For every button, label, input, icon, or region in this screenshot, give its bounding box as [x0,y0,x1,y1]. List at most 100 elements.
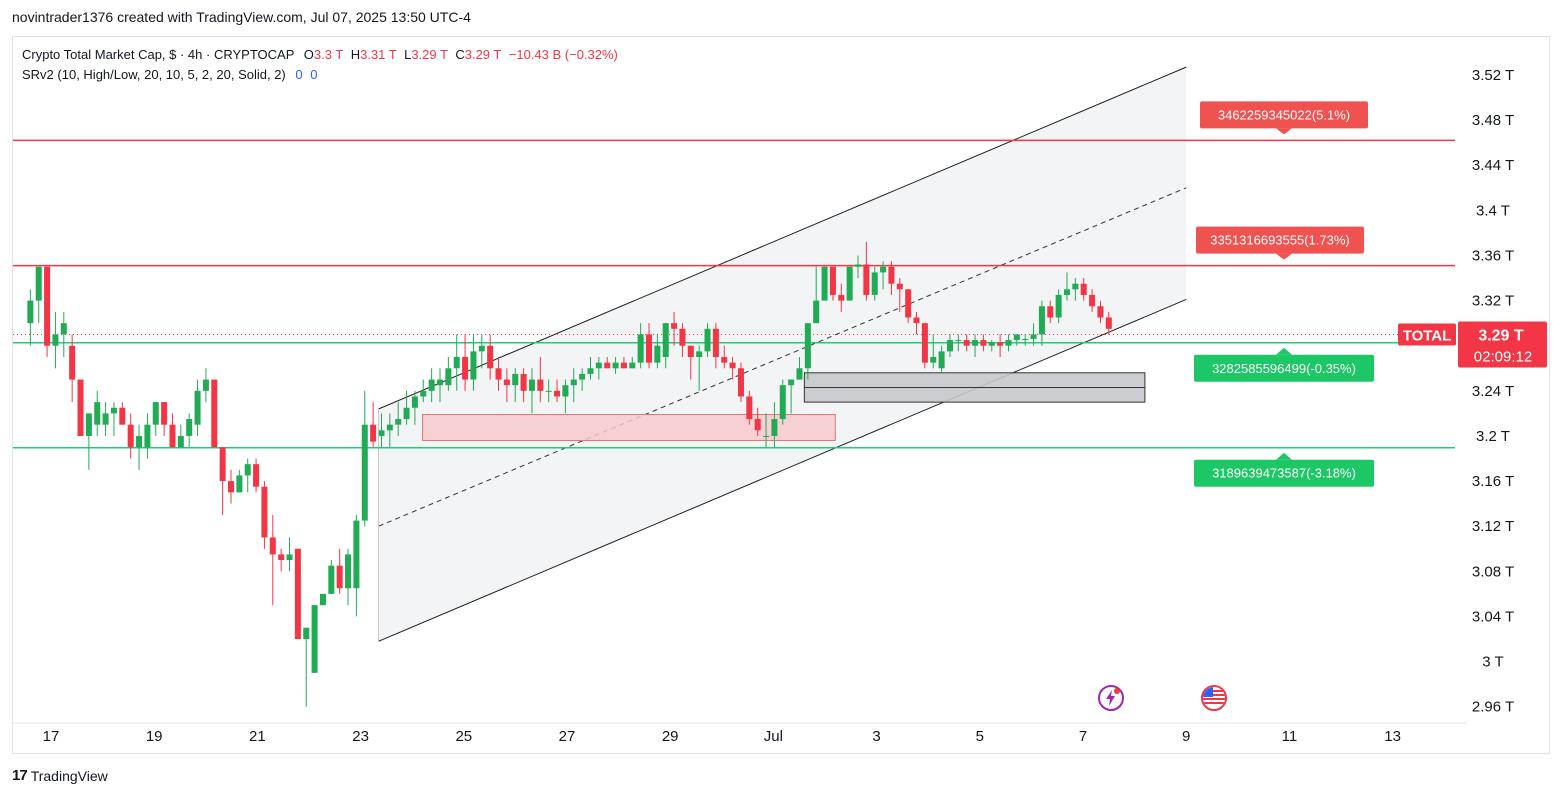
candle[interactable] [1038,300,1045,346]
candle[interactable] [487,334,494,380]
candle[interactable] [804,323,811,380]
candle[interactable] [227,469,235,504]
last-price-tag[interactable]: 3.29 T 02:09:12 [1458,321,1547,368]
candle[interactable] [69,334,76,403]
candle[interactable] [579,368,586,391]
candle[interactable] [737,362,744,403]
candle[interactable] [520,368,527,403]
candle[interactable] [863,241,870,301]
candle[interactable] [562,379,569,414]
candle[interactable] [462,334,469,391]
candle[interactable] [236,469,243,493]
candle[interactable] [244,458,251,493]
candle[interactable] [788,379,795,414]
candle[interactable] [119,402,126,425]
candle[interactable] [921,323,928,369]
candle[interactable] [303,627,310,707]
candle[interactable] [846,266,853,301]
candle[interactable] [880,261,887,290]
candle[interactable] [202,368,209,403]
candle[interactable] [453,334,460,391]
candle[interactable] [537,357,544,403]
candle[interactable] [662,323,669,369]
candle[interactable] [587,357,594,380]
candle[interactable] [470,334,477,391]
candle[interactable] [1055,289,1062,324]
candle[interactable] [503,368,510,403]
candle[interactable] [353,514,360,617]
candle[interactable] [595,357,602,380]
candle[interactable] [110,402,117,436]
legend-symbol[interactable]: Crypto Total Market Cap, $ · 4h · CRYPTO… [22,47,295,62]
candle[interactable] [60,311,67,357]
candle[interactable] [136,424,143,470]
candle[interactable] [988,340,995,352]
candle[interactable] [1072,278,1079,301]
candle[interactable] [963,334,970,352]
candle[interactable] [930,334,937,369]
candle[interactable] [796,357,803,380]
candle[interactable] [152,402,159,436]
us-flag-event-icon[interactable] [1201,685,1227,711]
candle[interactable] [420,379,427,403]
channel-lower-line[interactable] [378,299,1187,642]
candle[interactable] [411,390,418,425]
candle[interactable] [44,266,51,357]
lightning-icon[interactable] [1098,685,1124,711]
candle[interactable] [77,379,84,436]
candle[interactable] [645,323,653,369]
candle[interactable] [771,402,778,448]
candle[interactable] [278,548,285,572]
candle[interactable] [913,311,920,335]
candle[interactable] [813,266,820,324]
candle[interactable] [654,334,661,369]
candle[interactable] [1030,323,1037,346]
candle[interactable] [1005,334,1012,352]
candle[interactable] [386,413,393,448]
last-price-symbol-tag[interactable]: TOTAL [1398,323,1456,346]
candle[interactable] [1047,300,1054,324]
candle[interactable] [512,368,519,403]
candle[interactable] [687,345,694,380]
candle[interactable] [955,334,962,352]
candle[interactable] [528,368,535,414]
candle[interactable] [403,390,410,425]
candle[interactable] [219,447,226,515]
candle[interactable] [144,413,151,459]
candle[interactable] [211,379,218,448]
candle[interactable] [478,334,485,369]
candle[interactable] [763,413,770,448]
candle[interactable] [127,413,134,459]
candle[interactable] [972,334,979,357]
candle[interactable] [612,357,619,374]
candle[interactable] [629,357,636,369]
candle[interactable] [361,390,368,527]
candle[interactable] [35,266,42,324]
candle[interactable] [746,390,753,425]
candle[interactable] [1105,311,1112,335]
candle[interactable] [637,323,644,369]
candle[interactable] [696,345,703,391]
candle[interactable] [27,289,34,346]
candle[interactable] [319,593,326,606]
candle[interactable] [253,458,260,493]
candle[interactable] [838,283,845,312]
candle[interactable] [721,345,728,369]
candle[interactable] [1089,289,1096,312]
candle[interactable] [85,413,92,470]
candle[interactable] [311,605,318,673]
candle[interactable] [671,311,678,346]
candle[interactable] [1013,334,1020,346]
candle[interactable] [821,266,828,301]
candle[interactable] [570,368,577,403]
candle[interactable] [545,379,552,403]
candle[interactable] [779,379,786,425]
candle[interactable] [997,334,1004,357]
channel-upper-line[interactable] [378,66,1187,410]
candle[interactable] [871,266,878,301]
candle[interactable] [854,255,862,279]
candle[interactable] [294,548,301,639]
candle[interactable] [395,402,402,436]
candle[interactable] [336,548,343,594]
